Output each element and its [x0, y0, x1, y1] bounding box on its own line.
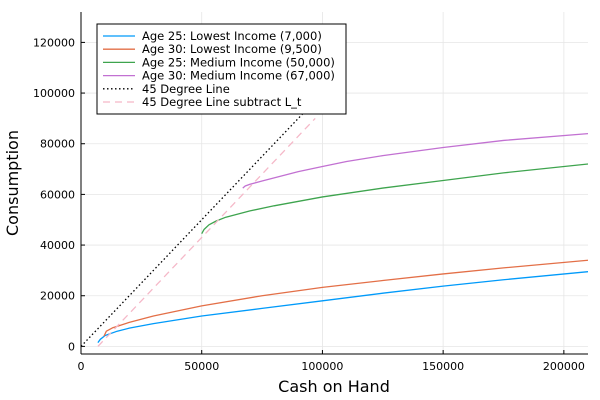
x-tick-label: 50000 — [184, 360, 219, 373]
legend-label-3: Age 30: Medium Income (67,000) — [142, 69, 335, 83]
x-tick-label: 200000 — [543, 360, 585, 373]
series-line-2 — [201, 163, 588, 234]
legend-label-4: 45 Degree Line — [142, 82, 230, 96]
legend-label-5: 45 Degree Line subtract L_t — [142, 95, 302, 109]
x-tick-label: 100000 — [301, 360, 343, 373]
y-tick-label: 40000 — [40, 239, 75, 252]
axes — [80, 12, 588, 355]
x-tick-labels: 0 50000 100000 150000 200000 — [78, 350, 585, 373]
legend-label-1: Age 30: Lowest Income (9,500) — [142, 42, 322, 56]
series-line-0 — [97, 271, 588, 343]
legend-label-2: Age 25: Medium Income (50,000) — [142, 55, 335, 69]
y-tick-label: 100000 — [33, 87, 75, 100]
y-tick-labels: 0 20000 40000 60000 80000 100000 120000 — [33, 36, 85, 353]
series-line-3 — [242, 132, 588, 189]
y-tick-label: 0 — [68, 340, 75, 353]
series-lines — [81, 112, 588, 347]
y-tick-label: 60000 — [40, 188, 75, 201]
series-line-4 — [81, 112, 304, 347]
series-line-1 — [103, 259, 588, 337]
y-tick-label: 120000 — [33, 36, 75, 49]
legend: Age 25: Lowest Income (7,000)Age 30: Low… — [96, 23, 347, 115]
legend-box — [96, 23, 347, 115]
x-tick-label: 150000 — [422, 360, 464, 373]
x-axis-label: Cash on Hand — [278, 377, 390, 396]
x-tick-label: 0 — [78, 360, 85, 373]
y-tick-label: 20000 — [40, 290, 75, 303]
series-line-5 — [97, 117, 316, 347]
y-axis-label: Consumption — [3, 130, 22, 236]
y-tick-label: 80000 — [40, 138, 75, 151]
legend-label-0: Age 25: Lowest Income (7,000) — [142, 29, 322, 43]
